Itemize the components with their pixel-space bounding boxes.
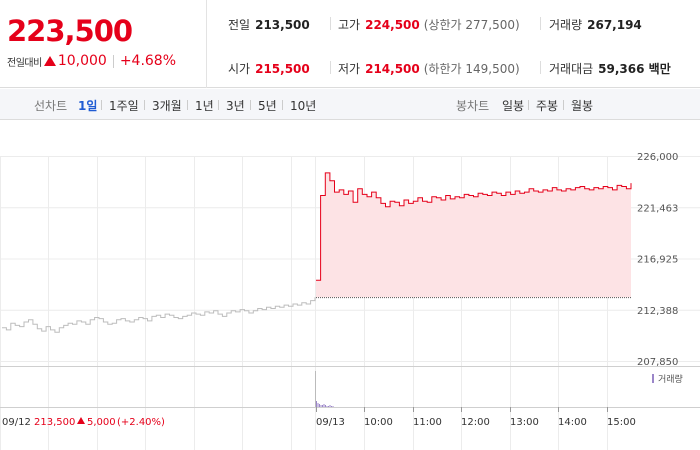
price-chart: 226,000 221,463 216,925 212,388 207,850 09/1…	[0, 152, 700, 450]
y-tick-label: 221,463	[637, 203, 678, 214]
x-axis-labels: 09/13 10:00 11:00 12:00 13:00 14:00 15:00	[316, 407, 636, 428]
up-triangle-icon	[77, 417, 85, 424]
divider	[528, 100, 529, 110]
change-percent: +4.68%	[119, 53, 177, 69]
x-tick-label: 10:00	[364, 417, 393, 428]
volume-bar	[320, 405, 322, 407]
current-day-area	[316, 172, 631, 298]
volume-label: 거래량	[549, 18, 583, 32]
volume-bar	[328, 406, 329, 407]
candle-chart-title: 봉차트	[456, 99, 490, 113]
divider	[282, 100, 283, 110]
divider	[218, 100, 219, 110]
divider	[187, 100, 188, 110]
candle-daily-tab[interactable]: 일봉	[502, 99, 525, 113]
divider	[330, 61, 331, 74]
volume-bar	[316, 401, 317, 407]
volume-bar	[317, 403, 319, 407]
high-stat: 고가 224,500 (상한가 277,500)	[338, 16, 520, 33]
turnover-label: 거래대금	[549, 62, 594, 76]
y-axis-labels: 226,000 221,463 216,925 212,388 207,850	[637, 152, 678, 368]
volume-bar	[325, 405, 326, 407]
divider	[112, 54, 114, 68]
turnover-stat: 거래대금 59,366 백만	[549, 60, 671, 77]
upper-limit: (상한가 277,500)	[423, 18, 520, 32]
period-5y-tab[interactable]: 5년	[258, 99, 277, 113]
candle-monthly-tab[interactable]: 월봉	[571, 99, 594, 113]
change-row: 전일대비 10,000 +4.68%	[7, 53, 176, 69]
up-triangle-icon	[43, 56, 56, 66]
low-stat: 저가 214,500 (하한가 149,500)	[338, 60, 520, 77]
open-label: 시가	[228, 62, 251, 76]
x-tick-label: 09/13	[316, 417, 345, 428]
volume-panel	[316, 401, 334, 407]
period-10y-tab[interactable]: 10년	[290, 99, 317, 113]
prev-day-change: 5,000	[87, 417, 116, 428]
divider	[540, 17, 541, 30]
turnover-value: 59,366 백만	[598, 62, 671, 76]
current-day-line	[316, 172, 632, 281]
change-label: 전일대비	[7, 57, 42, 69]
divider	[330, 17, 331, 30]
volume-legend: 거래량	[658, 373, 683, 385]
low-label: 저가	[338, 62, 361, 76]
low-value: 214,500	[365, 62, 420, 76]
price-box: 223,500 전일대비 10,000 +4.68%	[0, 0, 207, 88]
y-tick-label: 226,000	[637, 152, 678, 163]
volume-bar	[329, 405, 331, 407]
high-value: 224,500	[365, 18, 420, 32]
lower-limit: (하한가 149,500)	[423, 62, 520, 76]
previous-day-line	[2, 297, 316, 333]
x-tick-label: 14:00	[558, 417, 587, 428]
period-3m-tab[interactable]: 3개월	[152, 99, 182, 113]
open-stat: 시가 215,500	[228, 60, 310, 77]
period-1d-tab[interactable]: 1일	[78, 99, 98, 113]
divider	[101, 100, 102, 110]
volume-bar	[323, 404, 325, 407]
volume-stat: 거래량 267,194	[549, 16, 642, 33]
y-tick-label: 216,925	[637, 255, 678, 266]
prev-close-label: 전일	[228, 18, 251, 32]
divider	[144, 100, 145, 110]
x-tick-label: 15:00	[607, 417, 636, 428]
period-bar: 선차트 1일 1주일 3개월 1년 3년 5년 10년 봉차트 일봉 주봉 월봉	[0, 89, 700, 120]
change-amount: 10,000	[57, 53, 107, 69]
volume-legend-swatch	[652, 374, 654, 383]
volume-value: 267,194	[587, 18, 642, 32]
period-1y-tab[interactable]: 1년	[195, 99, 214, 113]
current-price: 223,500	[7, 14, 133, 48]
open-value: 215,500	[255, 62, 310, 76]
quote-header: 223,500 전일대비 10,000 +4.68% 전일 213,500 고가 2…	[0, 0, 700, 88]
volume-bar	[326, 406, 328, 407]
divider	[540, 61, 541, 74]
volume-bar	[319, 404, 320, 407]
prev-close-value: 213,500	[255, 18, 310, 32]
x-tick-label: 11:00	[413, 417, 442, 428]
high-label: 고가	[338, 18, 361, 32]
candle-weekly-tab[interactable]: 주봉	[536, 99, 559, 113]
period-3y-tab[interactable]: 3년	[226, 99, 245, 113]
volume-bar	[322, 405, 323, 407]
x-tick-label: 12:00	[461, 417, 490, 428]
volume-bar	[331, 406, 332, 407]
prev-close-stat: 전일 213,500	[228, 16, 310, 33]
y-tick-label: 207,850	[637, 357, 678, 368]
prev-day-pct: (+2.40%)	[117, 417, 165, 428]
y-tick-label: 212,388	[637, 306, 678, 317]
volume-bar	[332, 406, 334, 407]
x-tick-label: 13:00	[510, 417, 539, 428]
divider	[563, 100, 564, 110]
divider	[250, 100, 251, 110]
line-chart-title: 선차트	[34, 99, 68, 113]
prev-day-close: 213,500	[34, 417, 75, 428]
prev-day-label: 09/12	[2, 417, 31, 428]
period-1w-tab[interactable]: 1주일	[109, 99, 139, 113]
